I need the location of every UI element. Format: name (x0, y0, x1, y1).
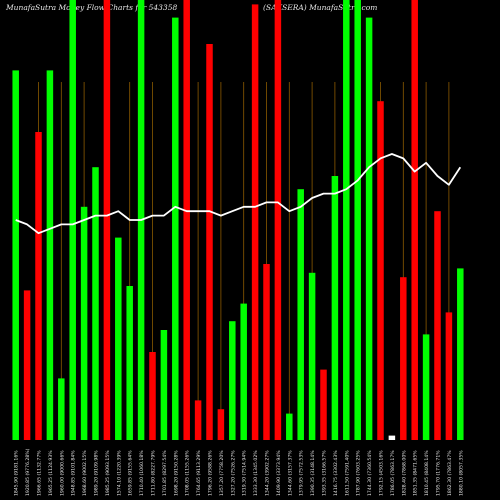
bar-green (115, 237, 122, 440)
bar-red (206, 44, 213, 440)
bar-green (46, 70, 54, 441)
bar-green (365, 17, 373, 440)
bar-green (126, 286, 133, 440)
money-flow-line (15, 153, 462, 235)
chart-title-right: (SAKSERA) MunafaSutra.com (263, 3, 378, 12)
x-tick-label: 1810.45 (8408.14% (424, 450, 430, 496)
bar-red (23, 290, 31, 440)
x-tick-label: 1828.40 (7868.00% (401, 450, 407, 496)
x-tick-label: 1344.20 (3902.27% (265, 450, 271, 496)
x-tick-label: 1786.05 (7863.17% (390, 450, 396, 496)
bar-red (251, 4, 259, 441)
x-tick-label: 1792.15 (4503.16% (379, 450, 385, 496)
x-tick-label: 1880.10 (8057.35% (458, 450, 464, 496)
bar-green (331, 176, 339, 440)
bar-red (217, 409, 225, 440)
x-tick-label: 1989.20 (9109.98% (94, 450, 100, 496)
bar-green (343, 0, 350, 440)
x-tick-label: 1701.85 (8297.54% (162, 450, 168, 496)
bar-green (58, 378, 65, 440)
x-tick-label: 1416.75 (3302.43% (333, 450, 339, 496)
x-tick-label: 1711.80 (8227.79% (151, 450, 157, 496)
bar-red (411, 0, 418, 440)
x-tick-label: 1708.05 (1155.26% (185, 450, 191, 496)
bar-green (80, 206, 88, 440)
x-tick-label: 1795.70 (1776.71% (436, 450, 442, 496)
x-tick-label: 1985.25 (9093.15% (105, 450, 111, 496)
x-tick-label: 1574.10 (1220.39% (116, 450, 122, 496)
bar-green (172, 17, 179, 440)
bar-red (320, 369, 327, 440)
x-tick-labels: 1845.90 (9181.16% 1920.85 (9776.28%) 1966.… (14, 448, 465, 496)
bar-red (274, 0, 282, 440)
x-tick-label: 1845.90 (9181.16% (14, 450, 20, 496)
bar-green (286, 413, 293, 440)
x-tick-label: 1409.90 (3373.94% (276, 450, 282, 496)
bar-red (263, 264, 270, 440)
x-tick-label: 1966.65 (1132.77% (37, 450, 43, 496)
x-tick-label: 1968.60 (9002.15% (82, 450, 88, 496)
x-tick-label: 1611.50 (7591.40% (344, 450, 350, 496)
x-tick-label: 1960.00 (9000.66% (59, 450, 65, 496)
x-tick-label: 1379.95 (7572.53% (299, 450, 305, 496)
bar-green (457, 268, 464, 440)
x-tick-label: 1710.40 (1060.18% (139, 450, 145, 496)
x-tick-label: 1764.65 (9113.29% (196, 450, 202, 496)
bar-green (354, 0, 361, 440)
bar-red (183, 0, 190, 440)
bar-white (388, 435, 396, 440)
bar-series (12, 0, 464, 441)
x-tick-label: 1333.30 (1345.02% (253, 450, 259, 496)
bar-green (160, 330, 168, 440)
bar-green (229, 321, 236, 440)
x-tick-label: 1787.90 (7603.25% (356, 450, 362, 496)
x-tick-label: 1744.30 (7360.54% (367, 450, 373, 496)
bar-green (297, 189, 304, 440)
x-tick-label: 1659.85 (9155.64% (128, 450, 134, 496)
bar-green (308, 272, 316, 440)
chart-title-left: MunafaSutra Money Flow Charts for 543358 (6, 3, 178, 12)
bar-green (422, 334, 430, 440)
bar-red (194, 400, 202, 440)
x-tick-label: 1319.30 (7514.94% (242, 450, 248, 496)
bar-red (434, 211, 441, 440)
bar-red (400, 277, 407, 440)
bar-red (445, 312, 453, 440)
x-tick-label: 1851.35 (8471.65% (413, 450, 419, 496)
line-series (15, 153, 462, 235)
bar-green (12, 70, 19, 441)
x-tick-label: 1965.25 (1124.93% (48, 450, 54, 496)
x-tick-label: 1862.30 (7863.47% (447, 450, 453, 496)
bar-green (69, 0, 76, 440)
x-tick-label: 1344.60 (3157.37% (287, 450, 293, 496)
bar-red (103, 0, 111, 440)
x-tick-label: 1357.20 (7758.20% (219, 450, 225, 496)
x-tick-label: 1796.20 (9588.26% (208, 450, 214, 496)
x-tick-label: 1948.85 (9101.84% (71, 450, 77, 496)
bar-green (240, 303, 247, 440)
x-tick-label: 1698.20 (9150.28% (173, 450, 179, 496)
bar-green (92, 167, 99, 440)
bar-red (35, 132, 42, 440)
x-tick-label: 1327.20 (7526.27% (230, 450, 236, 496)
bar-red (149, 352, 156, 440)
x-tick-label: 1390.35 (3148.14% (310, 450, 316, 496)
x-tick-label: 1920.85 (9776.28%) (25, 448, 31, 496)
x-tick-label: 1393.35 (3166.57% (322, 450, 328, 496)
bar-red (377, 101, 384, 440)
